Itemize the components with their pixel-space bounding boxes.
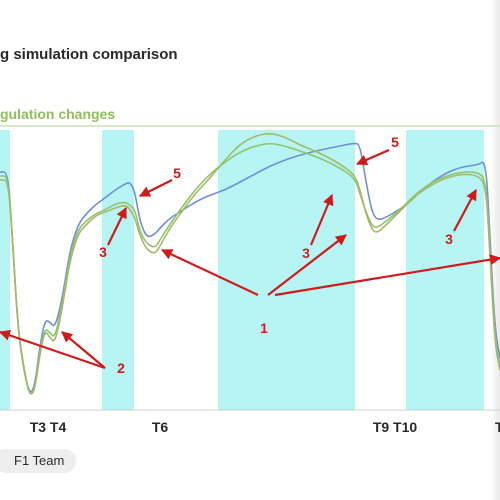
annotation-label: 3 — [302, 245, 310, 261]
annotation-arrow — [355, 148, 390, 166]
annotation-arrow — [274, 254, 500, 297]
annotation-arrow — [0, 330, 106, 370]
shaded-region-1 — [0, 130, 10, 410]
annotation-arrow — [107, 207, 127, 246]
annotation-arrow — [453, 189, 477, 232]
annotation-arrow — [267, 234, 347, 296]
shaded-regions — [0, 130, 484, 410]
annotation-arrow — [139, 179, 173, 197]
annotation-label: 5 — [391, 134, 399, 150]
credit-badge: F1 Team — [0, 449, 77, 473]
annotation-label: 5 — [173, 165, 181, 181]
panel-edge — [490, 0, 500, 500]
annotation-label: 1 — [260, 320, 268, 336]
series-lines — [0, 133, 500, 395]
annotation-arrow — [161, 249, 259, 296]
x-tick-label: T9 T10 — [373, 419, 418, 435]
x-tick-label: T3 T4 — [30, 419, 67, 435]
x-axis-ticks: T3 T4 T6 T9 T10 T — [30, 419, 500, 435]
annotation-label: 3 — [99, 244, 107, 260]
chart-title: g simulation comparison — [0, 46, 178, 63]
shaded-region-3 — [218, 130, 355, 410]
x-tick-label: T — [495, 419, 500, 435]
annotation-arrow — [309, 193, 334, 246]
shaded-region-2 — [102, 130, 134, 410]
series-line-3 — [0, 133, 500, 395]
chart-subtitle: gulation changes — [0, 106, 116, 122]
annotation-arrow — [61, 331, 106, 369]
x-tick-label: T6 — [152, 419, 169, 435]
annotation-label: 3 — [445, 231, 453, 247]
series-line-2 — [0, 142, 500, 395]
annotations: 1 2 3 3 3 5 5 — [0, 134, 500, 376]
annotation-label: 2 — [117, 360, 125, 376]
